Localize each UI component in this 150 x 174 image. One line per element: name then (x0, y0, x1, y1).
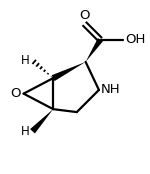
Polygon shape (30, 109, 53, 133)
Text: OH: OH (125, 33, 145, 46)
Polygon shape (52, 62, 86, 81)
Polygon shape (86, 38, 103, 62)
Text: O: O (10, 87, 21, 100)
Text: H: H (21, 125, 30, 138)
Text: H: H (21, 54, 30, 67)
Text: NH: NH (101, 84, 121, 96)
Text: O: O (79, 9, 89, 22)
